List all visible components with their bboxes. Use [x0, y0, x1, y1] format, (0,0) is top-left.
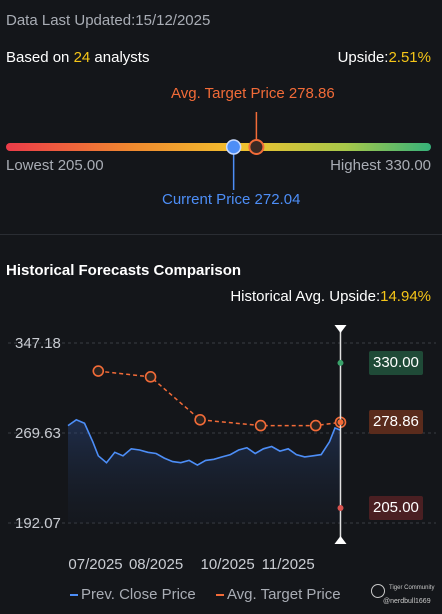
avg-target-label: Avg. Target Price 278.86: [171, 85, 335, 102]
range-gradient: [6, 143, 431, 151]
current-price-marker: [225, 139, 242, 155]
x-tick-label: 07/2025: [68, 556, 122, 573]
last-updated: Data Last Updated:15/12/2025: [6, 12, 210, 29]
price-tag: 205.00: [369, 495, 423, 520]
legend-prev-label: Prev. Close Price: [81, 586, 196, 603]
watermark: Tiger Community @nerdbull1669: [371, 583, 435, 611]
lowest-label: Lowest 205.00: [6, 157, 104, 174]
upside-line: Upside:2.51%: [338, 49, 431, 66]
tag-dot: [337, 419, 344, 426]
crosshair-top-handle[interactable]: [334, 325, 347, 333]
y-axis-labels: 347.18 269.63 192.07: [15, 335, 61, 532]
x-tick-label: 10/2025: [201, 556, 255, 573]
avg-target-point: [194, 413, 206, 426]
avg-target-point: [254, 419, 267, 432]
analyst-count: 24: [73, 49, 91, 66]
based-on-suffix: analysts: [90, 49, 150, 66]
x-tick-label: 08/2025: [129, 556, 183, 573]
legend-prev-swatch: [70, 594, 78, 597]
upside-label: Upside:: [337, 49, 389, 66]
price-tag: 278.86: [369, 410, 423, 435]
history-upside-value: 14.94%: [380, 288, 431, 305]
tag-dots: [337, 359, 344, 511]
avg-target-point: [309, 419, 322, 432]
tag-dot: [337, 504, 344, 511]
history-upside-line: Historical Avg. Upside:14.94%: [230, 288, 431, 305]
avg-target-marker: [248, 139, 265, 155]
current-price-label: Current Price 272.04: [162, 191, 301, 208]
crosshair-bottom-handle[interactable]: [334, 536, 347, 544]
highest-label: Highest 330.00: [330, 157, 431, 174]
history-upside-label: Historical Avg. Upside:: [230, 288, 381, 305]
based-on-prefix: Based on: [6, 49, 74, 66]
x-tick-label: 11/2025: [262, 556, 315, 573]
prev-close-line: [67, 418, 341, 467]
last-updated-date: 15/12/2025: [135, 12, 211, 29]
avg-target-line: [98, 370, 341, 427]
price-tag: 330.00: [369, 350, 423, 375]
legend-avg-label: Avg. Target Price: [226, 586, 341, 603]
avg-target-points: [92, 365, 347, 432]
x-axis-labels: 07/2025 08/2025 10/2025 11/2025: [68, 556, 314, 573]
legend: Prev. Close Price Avg. Target Price: [70, 586, 341, 603]
section-divider: [0, 234, 442, 235]
avg-target-point: [92, 365, 105, 377]
historical-forecast-chart: 347.18 269.63 192.07 07/2025 08/2025 10/2025…: [8, 325, 436, 573]
y-tick-label: 192.07: [15, 515, 61, 532]
y-tick-label: 269.63: [15, 425, 61, 442]
watermark-brand: Tiger Community: [389, 585, 435, 591]
watermark-handle: @nerdbull1669: [383, 598, 431, 605]
prev-close-area: [68, 419, 341, 523]
history-title: Historical Forecasts Comparison: [6, 262, 242, 279]
grid-lines: [8, 342, 436, 524]
upside-value: 2.51%: [388, 49, 431, 66]
tag-dot: [337, 359, 344, 366]
tiger-logo-icon: [371, 584, 385, 598]
last-updated-label: Data Last Updated:: [6, 12, 136, 29]
legend-avg-swatch: [215, 594, 224, 597]
analyst-count-line: Based on 24 analysts: [6, 49, 149, 66]
avg-target-point: [144, 371, 157, 383]
target-price-bar: [6, 112, 431, 190]
y-tick-label: 347.18: [15, 335, 61, 352]
